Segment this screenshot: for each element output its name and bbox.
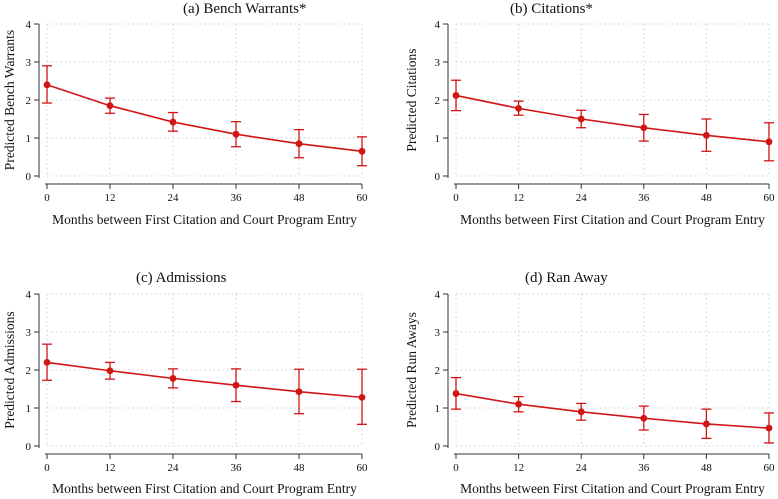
x-tick-label: 0 (44, 192, 50, 204)
y-tick-label: 0 (26, 441, 32, 453)
x-tick-label: 48 (294, 462, 306, 474)
x-axis-label: Months between First Citation and Court … (52, 481, 357, 496)
y-axis-label: Predicted Admissions (2, 311, 17, 428)
y-tick-label: 0 (435, 441, 441, 453)
x-tick-label: 24 (576, 192, 588, 204)
y-tick-label: 2 (435, 365, 441, 377)
data-point (43, 359, 51, 366)
data-point (640, 414, 648, 422)
data-point (295, 140, 303, 148)
data-point (703, 420, 710, 428)
y-tick-label: 3 (435, 327, 441, 339)
x-tick-label: 0 (453, 192, 459, 204)
y-tick-label: 3 (26, 327, 32, 339)
y-axis-label: Predicted Bench Warrants (2, 30, 17, 170)
y-tick-label: 1 (435, 403, 441, 415)
series-line (46, 84, 363, 153)
series-line (455, 94, 770, 143)
x-tick-label: 60 (357, 462, 369, 474)
y-tick-label: 1 (26, 133, 32, 145)
panel-title: (d) Ran Away (525, 270, 608, 286)
x-tick-label: 60 (764, 462, 776, 474)
series-line (455, 392, 770, 429)
data-point (765, 138, 773, 146)
x-tick-label: 0 (44, 462, 50, 474)
x-tick-label: 24 (168, 192, 180, 204)
data-point (232, 130, 240, 138)
x-tick-label: 60 (357, 192, 369, 204)
y-axis-label: Predicted Run Aways (404, 312, 419, 428)
x-tick-label: 48 (294, 192, 306, 204)
y-tick-label: 1 (435, 133, 441, 145)
x-tick-label: 36 (231, 462, 243, 474)
data-point (703, 131, 710, 139)
data-point (515, 104, 522, 112)
data-point (358, 393, 366, 401)
x-tick-label: 36 (638, 462, 650, 474)
x-tick-label: 12 (105, 192, 116, 204)
x-tick-label: 12 (105, 462, 116, 474)
data-point (577, 115, 585, 123)
y-axis-label: Predicted Citations (404, 48, 419, 151)
y-tick-label: 2 (435, 95, 441, 107)
data-point (169, 118, 177, 126)
y-tick-label: 3 (26, 57, 32, 69)
series-line (46, 361, 363, 399)
x-tick-label: 0 (453, 462, 459, 474)
panel-title: (a) Bench Warrants* (183, 1, 306, 17)
x-tick-label: 12 (513, 192, 524, 204)
data-point (577, 408, 585, 416)
x-axis-label: Months between First Citation and Court … (460, 212, 765, 227)
data-point (106, 102, 114, 110)
y-tick-label: 4 (435, 19, 441, 31)
x-tick-label: 12 (513, 462, 524, 474)
x-tick-label: 24 (168, 462, 180, 474)
x-tick-label: 36 (231, 192, 243, 204)
data-point (169, 374, 177, 382)
x-axis-label: Months between First Citation and Court … (52, 212, 357, 227)
y-tick-label: 4 (26, 289, 32, 301)
x-tick-label: 36 (638, 192, 650, 204)
y-tick-label: 3 (435, 57, 441, 69)
data-point (106, 367, 114, 375)
x-tick-label: 48 (701, 462, 713, 474)
data-point (295, 388, 303, 396)
x-axis-label: Months between First Citation and Court … (460, 481, 765, 496)
data-point (515, 400, 522, 408)
data-point (452, 92, 460, 99)
data-point (232, 381, 240, 389)
y-tick-label: 4 (435, 289, 441, 301)
panel-title: (b) Citations* (510, 1, 593, 17)
y-tick-label: 2 (26, 365, 32, 377)
x-tick-label: 60 (764, 192, 776, 204)
y-tick-label: 4 (26, 19, 32, 31)
x-tick-label: 24 (576, 462, 588, 474)
data-point (765, 424, 773, 432)
data-point (640, 124, 648, 132)
data-point (452, 390, 460, 397)
y-tick-label: 0 (26, 171, 32, 183)
y-tick-label: 1 (26, 403, 32, 415)
panel-title: (c) Admissions (136, 270, 227, 286)
y-tick-label: 2 (26, 95, 32, 107)
y-tick-label: 0 (435, 171, 441, 183)
data-point (43, 81, 51, 89)
data-point (358, 147, 366, 155)
x-tick-label: 48 (701, 192, 713, 204)
